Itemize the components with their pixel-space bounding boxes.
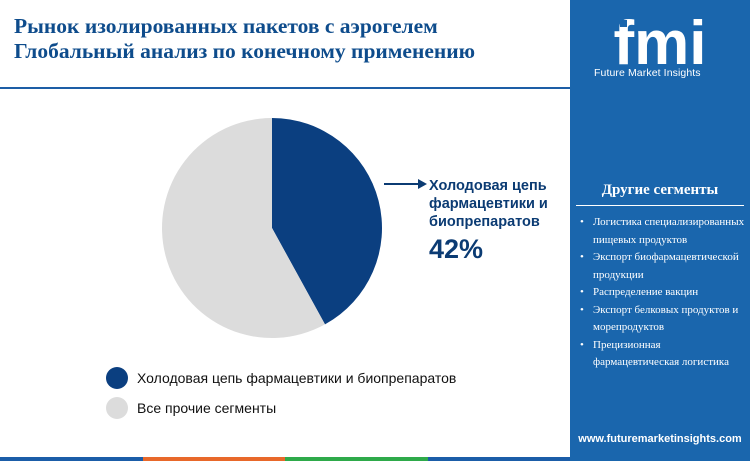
bottom-bar-segment [0,457,143,461]
website-url: www.futuremarketinsights.com [578,433,742,445]
sidebar: fmi Future Market Insights Другие сегмен… [570,0,750,461]
sidebar-divider [576,205,744,206]
legend-item-pharma: Холодовая цепь фармацевтики и биопрепара… [106,367,456,389]
callout-arrow [384,179,427,189]
sidebar-item: Экспорт белковых продуктов и морепродукт… [580,302,748,337]
sidebar-heading: Другие сегменты [601,182,719,198]
logo-text: fmi [614,9,707,78]
chart-title-line2: Глобальный анализ по конечному применени… [14,39,476,63]
sidebar-item: Распределение вакцин [580,284,748,302]
pie-slice-0 [272,118,382,325]
sidebar-item: Логистика специализированных пищевых про… [580,214,748,249]
chart-title-line1: Рынок изолированных пакетов с аэрогелем [14,14,438,38]
fmi-logo: fmi [614,9,722,78]
bottom-color-bar [0,457,570,461]
legend-item-other: Все прочие сегменты [106,397,276,419]
sidebar-segment-list: Логистика специализированных пищевых про… [580,214,748,372]
callout-value: 42% [429,234,484,264]
legend-swatch-pharma [106,367,128,389]
callout-label: Холодовая цепь фармацевтики и биопрепара… [429,178,548,230]
chart-title: Рынок изолированных пакетов с аэрогелем … [14,14,559,64]
pie-callout: Холодовая цепь фармацевтики и биопрепара… [429,177,569,265]
bottom-bar-segment [285,457,428,461]
bottom-bar-segment [427,457,570,461]
pie-slice-1 [161,118,325,339]
sidebar-item: Прецизионная фармацевтическая логистика [580,337,748,372]
legend-label-pharma: Холодовая цепь фармацевтики и биопрепара… [137,370,457,386]
bottom-bar-segment [142,457,285,461]
logo-subtitle: Future Market Insights [594,67,701,79]
legend-swatch-other [106,397,128,419]
legend-label-other: Все прочие сегменты [137,400,277,416]
pie-chart [161,118,427,339]
sidebar-item: Экспорт биофармацевтической продукции [580,249,748,284]
title-divider [0,87,570,89]
